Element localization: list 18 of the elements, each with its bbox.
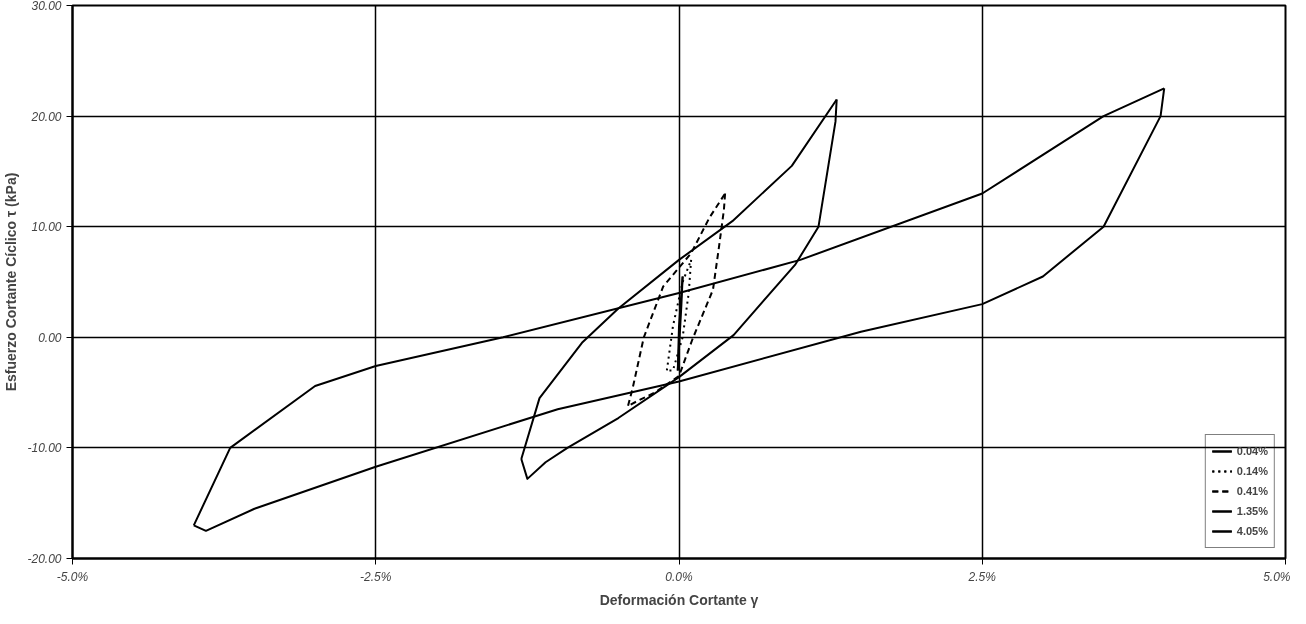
x-tick-label: 5.0%	[1263, 569, 1291, 584]
legend-label: 0.41%	[1236, 485, 1268, 497]
y-tick-label: 0.00	[38, 330, 62, 345]
legend-label: 1.35%	[1236, 505, 1268, 517]
x-tick-label: 2.5%	[967, 569, 997, 584]
x-tick-label: -5.0%	[56, 569, 89, 584]
legend-label: 4.05%	[1236, 525, 1268, 537]
y-axis-title: Esfuerzo Cortante Cíclico τ (kPa)	[3, 172, 20, 392]
x-axis-title: Deformación Cortante γ	[599, 591, 759, 608]
x-tick-label: -2.5%	[360, 569, 392, 584]
y-tick-label: 20.00	[30, 109, 62, 124]
legend-label: 0.14%	[1236, 465, 1268, 477]
y-tick-label: -10.00	[27, 441, 62, 456]
x-tick-label: 0.0%	[665, 569, 694, 584]
y-tick-label: 30.00	[31, 0, 62, 13]
y-tick-label: -20.00	[27, 552, 62, 566]
y-tick-label: 10.00	[31, 220, 62, 235]
legend-label: 0.04%	[1236, 445, 1268, 457]
